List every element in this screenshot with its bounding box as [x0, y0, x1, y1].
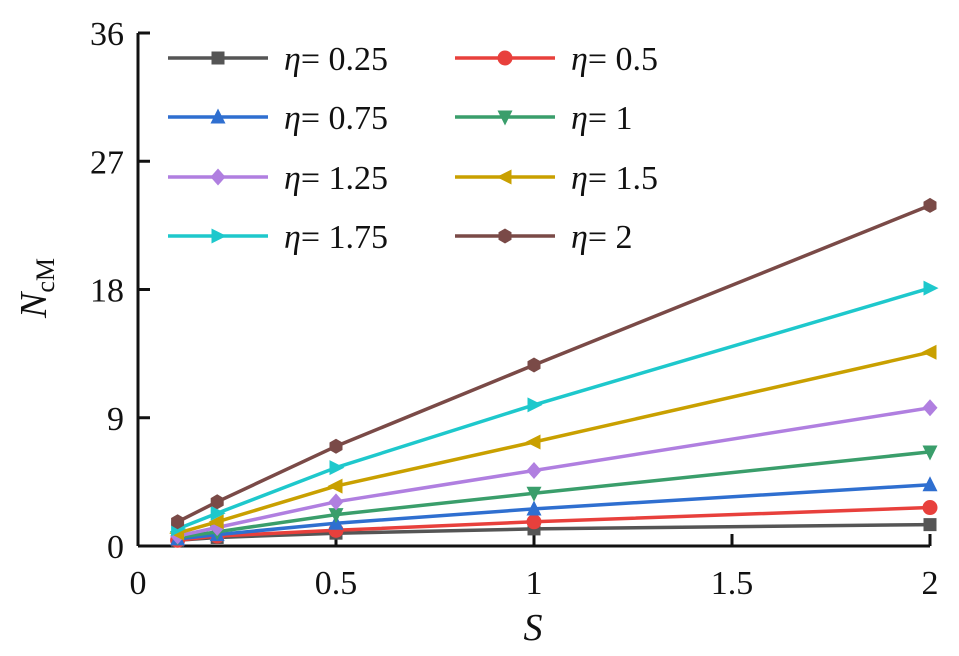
- legend-marker: [210, 168, 226, 186]
- y-tick-label: 0: [107, 529, 124, 566]
- legend-label: η= 1.75: [284, 219, 388, 256]
- data-point: [328, 493, 344, 511]
- y-ticks: 0 9 18 27 36: [90, 16, 150, 566]
- legend-label: η= 0.5: [571, 41, 658, 78]
- data-point: [210, 505, 226, 521]
- legend-value: = 0.75: [301, 100, 388, 137]
- legend-item: η= 0.75: [168, 100, 388, 137]
- legend-symbol: η: [571, 160, 588, 197]
- legend-item: η= 1: [455, 100, 633, 137]
- x-ticks: 0 0.5 1 1.5 2: [130, 534, 939, 602]
- y-axis-title: NcM: [13, 258, 60, 319]
- legend-label: η= 0.75: [284, 100, 388, 137]
- y-tick-label: 18: [90, 273, 124, 310]
- data-point: [208, 514, 224, 530]
- series-layer: [169, 197, 939, 548]
- legend-symbol: η: [571, 219, 588, 256]
- legend-symbol: η: [284, 100, 301, 137]
- legend-value: = 1.75: [301, 219, 388, 256]
- legend-item: η= 0.25: [168, 41, 388, 78]
- legend-label: η= 2: [571, 219, 633, 256]
- legend-marker: [497, 110, 513, 126]
- legend-label: η= 1: [571, 100, 633, 137]
- data-point: [921, 344, 937, 360]
- series-line: [177, 406, 931, 538]
- legend-label: η= 0.25: [284, 41, 388, 78]
- legend-symbol: η: [571, 41, 588, 78]
- legend-marker: [210, 108, 226, 124]
- data-point: [328, 508, 344, 524]
- data-point: [527, 397, 543, 413]
- legend-label: η= 1.25: [284, 160, 388, 197]
- legend-symbol: η: [571, 100, 588, 137]
- data-point: [526, 461, 542, 479]
- legend-marker: [211, 51, 225, 65]
- y-tick-label: 9: [107, 401, 124, 438]
- data-point: [923, 280, 939, 296]
- data-point: [923, 518, 937, 532]
- data-point: [327, 478, 343, 494]
- legend-value: = 1.5: [588, 160, 658, 197]
- x-tick-label: 1.5: [711, 565, 754, 602]
- x-axis-title: S: [524, 607, 543, 649]
- series-group: [171, 197, 937, 530]
- x-tick-label: 0: [130, 565, 147, 602]
- legend-marker: [497, 50, 513, 66]
- data-point: [329, 460, 345, 476]
- data-point: [922, 476, 938, 492]
- legend-value: = 0.25: [301, 41, 388, 78]
- legend-value: = 0.5: [588, 41, 658, 78]
- legend-item: η= 2: [455, 219, 633, 256]
- legend-marker: [496, 169, 512, 185]
- x-tick-label: 1: [526, 565, 543, 602]
- x-tick-label: 2: [922, 565, 939, 602]
- data-point: [922, 399, 938, 417]
- legend-symbol: η: [284, 41, 301, 78]
- y-tick-label: 36: [90, 16, 124, 53]
- data-point: [526, 486, 542, 502]
- legend-value: = 1.25: [301, 160, 388, 197]
- legend-value: = 1: [588, 100, 633, 137]
- data-point: [210, 494, 224, 510]
- data-point: [526, 514, 542, 530]
- y-tick-label: 27: [90, 144, 124, 181]
- data-point: [526, 500, 542, 516]
- y-axis-title-sub: cM: [31, 258, 60, 293]
- legend-symbol: η: [284, 160, 301, 197]
- data-point: [525, 434, 541, 450]
- series-group: [170, 445, 938, 546]
- legend-label: η= 1.5: [571, 160, 658, 197]
- data-point: [922, 445, 938, 461]
- legend-value: = 2: [588, 219, 633, 256]
- series-group: [170, 476, 938, 546]
- y-axis-title-main: N: [13, 290, 55, 319]
- legend-marker: [498, 228, 512, 244]
- legend-item: η= 1.75: [168, 219, 388, 256]
- x-tick-label: 0.5: [315, 565, 358, 602]
- series-group: [171, 280, 939, 537]
- legend: η= 0.25 η= 0.5η= 0.75 η= 1η= 1.25 η= 1.5η= …: [168, 41, 658, 256]
- data-point: [527, 357, 541, 373]
- data-point: [923, 197, 937, 213]
- legend-marker: [211, 228, 227, 244]
- data-point: [329, 438, 343, 454]
- legend-symbol: η: [284, 219, 301, 256]
- data-point: [922, 500, 938, 516]
- data-point: [171, 514, 185, 530]
- legend-item: η= 1.25: [168, 160, 388, 197]
- legend-item: η= 0.5: [455, 41, 658, 78]
- legend-item: η= 1.5: [455, 160, 658, 197]
